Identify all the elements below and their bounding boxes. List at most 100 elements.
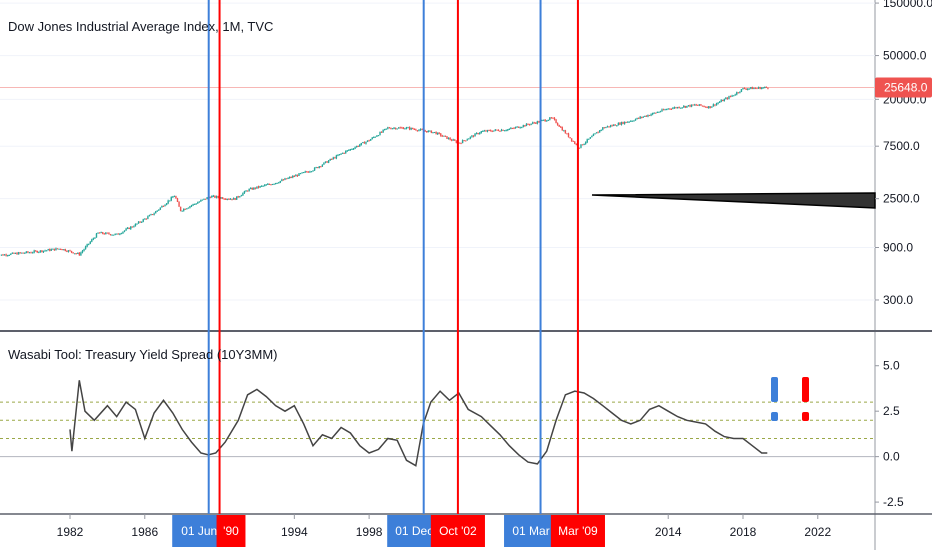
candle-body [594,133,596,135]
candle-body [642,116,644,118]
candle-body [360,142,363,145]
candle-body [595,132,598,134]
candle-body [239,196,241,198]
candle-body [172,196,174,198]
candle-body [11,252,14,254]
candle-body [703,105,705,107]
candle-body [337,155,339,157]
candle-body [628,121,630,123]
candle-body [471,135,473,137]
candle-body [717,102,719,104]
candle-body [299,173,302,175]
candle-body [538,121,540,123]
candle-body [315,167,317,169]
candle-body [292,176,294,178]
candle-body [720,100,722,102]
candle-body [338,154,341,156]
upper-price-axis: 150000.050000.020000.07500.02500.0900.03… [875,0,932,307]
candle-body [670,108,673,110]
candle-body [106,232,109,234]
candle-body [762,87,764,89]
candle-body [553,117,556,120]
candle-body [49,249,51,251]
candle-body [546,120,548,122]
candle-body [633,120,635,122]
candle-body [281,179,283,181]
candle-body [407,127,409,129]
candle-body [435,131,437,135]
candle-body [665,109,668,111]
candle-body [382,129,384,133]
candle-body [519,127,521,129]
candle-body [415,129,417,131]
candle-body [444,135,447,137]
candle-body [100,232,102,234]
candle-body [463,140,465,142]
candle-body [570,138,573,141]
candle-body [399,127,401,129]
candle-body [30,252,32,254]
last-price-label: 25648.0 [884,80,928,94]
candle-body [647,115,649,117]
candle-body [446,136,448,139]
candle-body [221,197,224,199]
candle-body [193,203,196,205]
candle-body [701,105,704,107]
candle-body [586,139,588,143]
candle-body [510,128,512,130]
candle-body [318,166,320,168]
candle-body [248,188,250,191]
candle-body [675,107,677,109]
wedge-annotation[interactable] [591,192,876,209]
candle-body [8,254,10,256]
candle-body [714,104,716,106]
candle-body [383,128,386,130]
candle-body [276,182,278,184]
candle-body [365,141,367,144]
candle-body [253,187,255,190]
candle-body [535,122,537,124]
candle-body [608,126,610,128]
candle-body [584,142,587,144]
candle-body [304,171,306,173]
candle-body [133,226,135,228]
candle-body [503,130,506,132]
candle-body [731,95,733,97]
lower-tick-label: 0.0 [883,450,900,464]
candle-body [636,117,638,120]
candle-body [695,104,697,106]
candle-body [391,128,394,130]
candle-body [524,125,526,127]
candle-body [197,202,199,204]
candle-body [313,167,316,171]
blue-exclamation-icon [771,377,778,421]
candle-body [569,137,571,139]
candle-body [343,152,345,154]
candle-body [505,130,507,132]
candle-body [327,160,330,163]
marker-label: Mar '09 [558,524,598,538]
candle-body [173,196,176,198]
candle-body [183,208,185,211]
candle-body [522,125,525,127]
candle-body [461,140,464,144]
upper-tick-label: 300.0 [883,293,913,307]
candle-body [750,87,752,89]
candle-body [204,198,207,200]
candle-body [359,144,361,147]
candle-body [690,104,693,107]
candle-body [441,135,444,137]
candle-body [169,200,171,202]
candle-body [394,127,397,130]
candle-body [273,183,275,185]
candle-body [572,140,574,142]
candle-body [80,252,82,256]
candle-body [105,232,107,235]
candle-body [563,130,565,132]
candle-body [345,151,347,154]
candle-body [711,106,713,108]
candle-body [165,203,168,205]
candle-body [440,133,442,136]
candle-body [237,196,239,198]
